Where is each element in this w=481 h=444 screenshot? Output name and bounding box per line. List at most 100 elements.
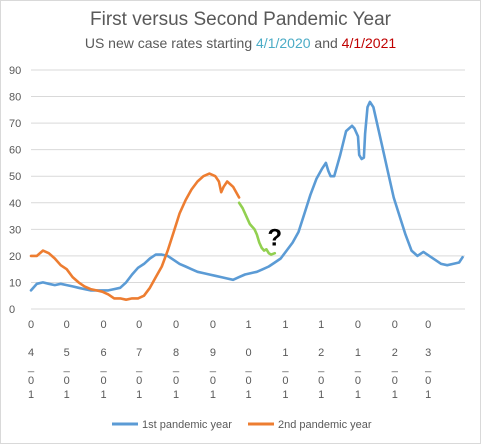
x-tick-label: _ [135,361,143,373]
x-tick: 0 2 _ 0 1 [391,319,399,401]
x-tick-label: 1 [246,319,252,331]
x-tick-label: 1 [355,389,361,401]
x-tick-label: 0 [355,375,361,387]
x-tick-label: 1 [100,389,106,401]
x-tick-label: _ [424,361,432,373]
x-axis-ticks: 04_0105_0106_0107_0108_0109_0110_0111_01… [27,319,432,401]
x-tick-label: 1 [282,319,288,331]
legend-label: 1st pandemic year [142,419,232,431]
x-tick-label: 0 [355,319,361,331]
x-tick-label: 0 [28,375,34,387]
x-tick-label: _ [63,361,71,373]
x-tick-label: 0 [136,319,142,331]
x-tick-label: 1 [28,389,34,401]
x-tick-label: 2 [318,347,324,359]
x-tick-label: 8 [173,347,179,359]
x-tick-label: _ [209,361,217,373]
x-tick-label: 1 [210,389,216,401]
x-tick: 0 9 _ 0 1 [209,319,217,401]
series-line-3 [237,201,277,256]
x-tick-label: 1 [392,389,398,401]
x-tick-label: 0 [28,319,34,331]
x-tick-label: 1 [246,389,252,401]
x-tick-label: 1 [318,389,324,401]
x-tick-label: 0 [318,375,324,387]
x-tick-label: 1 [64,389,70,401]
x-tick: 0 3 _ 0 1 [424,319,432,401]
legend: 1st pandemic year 2nd pandemic year [112,419,372,431]
x-tick-label: 0 [392,319,398,331]
x-tick-label: 0 [64,319,70,331]
x-tick-label: 9 [210,347,216,359]
legend-label: 2nd pandemic year [278,419,372,431]
series-line-2 [29,172,241,301]
series-line-1 [29,100,464,292]
x-tick-label: 0 [282,375,288,387]
x-tick: 0 5 _ 0 1 [63,319,71,401]
x-tick-label: _ [245,361,253,373]
x-tick-label: 1 [318,319,324,331]
chart-title: First versus Second Pandemic Year [90,9,391,30]
y-tick-label: 20 [9,251,21,263]
x-tick-label: _ [317,361,325,373]
y-tick-label: 10 [9,277,21,289]
series-lines [29,100,464,301]
x-tick-label: 0 [64,375,70,387]
x-tick: 0 8 _ 0 1 [172,319,180,401]
x-tick-label: _ [27,361,35,373]
legend-item: 2nd pandemic year [248,419,372,431]
x-tick-label: 5 [64,347,70,359]
x-tick-label: 0 [246,347,252,359]
x-tick-label: 4 [28,347,34,359]
legend-item: 1st pandemic year [112,419,232,431]
question-mark-annotation: ? [267,224,282,251]
x-tick-label: 0 [100,375,106,387]
x-tick: 1 1 _ 0 1 [281,319,289,401]
x-tick-label: _ [391,361,399,373]
x-tick: 0 7 _ 0 1 [135,319,143,401]
y-tick-label: 70 [9,118,21,130]
x-tick: 0 6 _ 0 1 [99,319,107,401]
x-tick-label: 0 [246,375,252,387]
x-tick-label: 2 [392,347,398,359]
x-tick-label: _ [354,361,362,373]
x-tick-label: 1 [136,389,142,401]
subtitle-prefix: US new case rates starting [84,35,257,51]
y-tick-label: 90 [9,65,21,77]
x-tick-label: 0 [425,375,431,387]
x-tick-label: 0 [173,319,179,331]
x-tick: 0 4 _ 0 1 [27,319,35,401]
x-tick-label: _ [281,361,289,373]
x-tick-label: 0 [425,319,431,331]
chart-subtitle: US new case rates starting 4/1/2020 and … [0,35,481,51]
x-tick-label: 0 [210,375,216,387]
gridlines [31,69,465,310]
x-tick-label: 1 [355,347,361,359]
subtitle-middle: and [310,35,342,51]
x-tick-label: 0 [210,319,216,331]
x-tick: 0 1 _ 0 1 [354,319,362,401]
x-tick-label: 1 [282,389,288,401]
x-tick-label: 6 [100,347,106,359]
y-tick-label: 40 [9,198,21,210]
x-tick-label: _ [99,361,107,373]
x-tick-label: 0 [100,319,106,331]
y-axis-ticks: 0 10 20 30 40 50 60 70 80 90 [9,65,21,316]
y-tick-label: 60 [9,145,21,157]
subtitle-date-second-year: 4/1/2021 [341,35,397,51]
annotations: ? [267,224,282,251]
x-tick-label: 1 [425,389,431,401]
x-tick: 1 2 _ 0 1 [317,319,325,401]
x-tick-label: 0 [392,375,398,387]
y-tick-label: 30 [9,224,21,236]
y-tick-label: 0 [9,304,15,316]
x-tick-label: 7 [136,347,142,359]
x-tick-label: 0 [136,375,142,387]
x-tick-label: 3 [425,347,431,359]
subtitle-date-first-year: 4/1/2020 [256,35,311,51]
x-tick: 1 0 _ 0 1 [245,319,253,401]
y-tick-label: 50 [9,171,21,183]
x-tick-label: 1 [282,347,288,359]
x-tick-label: 0 [173,375,179,387]
